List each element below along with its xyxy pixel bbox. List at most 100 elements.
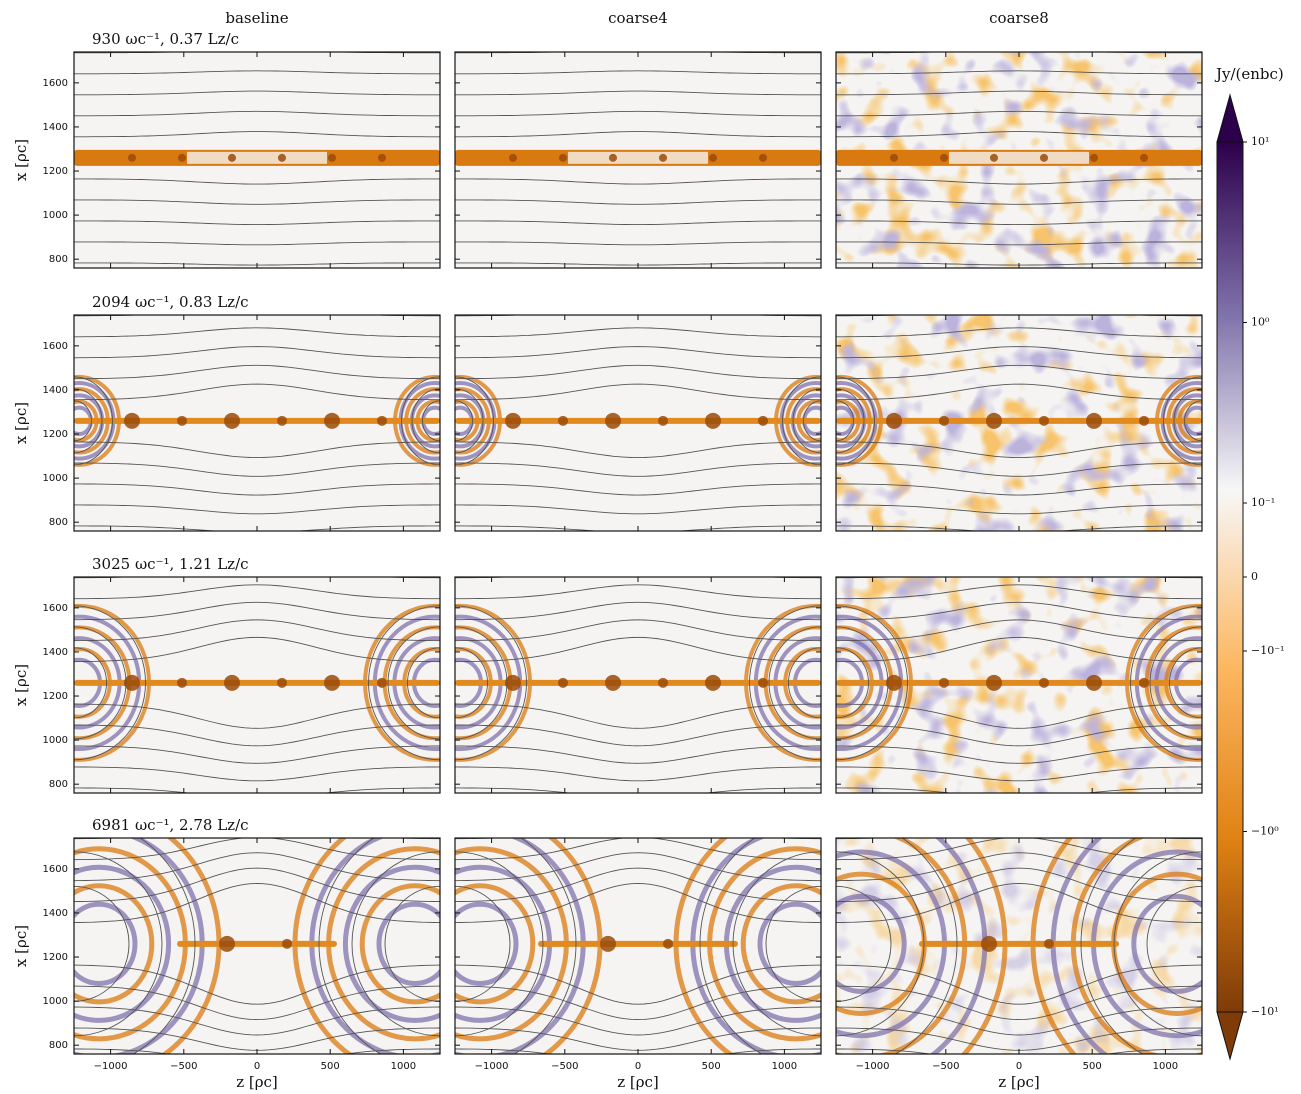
y-tick-label: 1200 bbox=[43, 166, 68, 177]
plasmoid bbox=[759, 154, 767, 162]
row-title: 6981 ωc⁻¹, 2.78 Lz/c bbox=[92, 816, 249, 834]
x-tick-label: −500 bbox=[170, 1061, 197, 1072]
plasmoid bbox=[177, 678, 187, 688]
plasmoid bbox=[709, 154, 717, 162]
panel bbox=[417, 309, 860, 532]
current-sheet bbox=[177, 941, 337, 947]
plasmoid bbox=[758, 416, 768, 426]
x-tick-label: 500 bbox=[1083, 1061, 1102, 1072]
y-tick-label: 1600 bbox=[43, 341, 68, 352]
plasmoid bbox=[659, 154, 667, 162]
sheet-gap bbox=[949, 152, 1089, 164]
plasmoid bbox=[605, 675, 621, 691]
plasmoid bbox=[378, 154, 386, 162]
y-axis-label: x [ρc] bbox=[12, 664, 30, 706]
plasmoid bbox=[1140, 154, 1148, 162]
y-tick-label: 1600 bbox=[43, 603, 68, 614]
y-tick-label: 1000 bbox=[43, 210, 68, 221]
current-sheet bbox=[919, 941, 1119, 947]
plasmoid bbox=[1086, 675, 1102, 691]
x-tick-label: 1000 bbox=[772, 1061, 797, 1072]
column-title: baseline bbox=[225, 9, 288, 27]
plasmoid bbox=[939, 416, 949, 426]
sheet-gap bbox=[187, 152, 327, 164]
plasmoid bbox=[377, 416, 387, 426]
plasmoid bbox=[377, 678, 387, 688]
figure: 8001000120014001600930 ωc⁻¹, 0.37 Lz/cx … bbox=[0, 0, 1301, 1094]
y-axis-label: x [ρc] bbox=[12, 925, 30, 967]
colorbar-tick-label: 0 bbox=[1251, 570, 1258, 583]
x-axis-label: z [ρc] bbox=[617, 1073, 659, 1091]
x-axis-label: z [ρc] bbox=[998, 1073, 1040, 1091]
plasmoid bbox=[558, 416, 568, 426]
plasmoid bbox=[228, 154, 236, 162]
plasmoid bbox=[1139, 678, 1149, 688]
plasmoid bbox=[990, 154, 998, 162]
x-tick-label: 1000 bbox=[1153, 1061, 1178, 1072]
plasmoid bbox=[658, 416, 668, 426]
panel bbox=[798, 309, 1241, 532]
panel bbox=[74, 51, 440, 268]
panel bbox=[36, 309, 479, 532]
panel bbox=[765, 567, 1274, 798]
plasmoid bbox=[1044, 939, 1054, 949]
y-tick-label: 800 bbox=[49, 517, 68, 528]
plasmoid bbox=[1139, 416, 1149, 426]
plasmoid bbox=[219, 936, 235, 952]
colorbar-label: Jy/(enbc) bbox=[1214, 65, 1284, 83]
plasmoid bbox=[663, 939, 673, 949]
column-title: coarse8 bbox=[989, 9, 1049, 27]
colorbar-tick-label: −10¹ bbox=[1251, 1005, 1279, 1018]
y-tick-label: 1400 bbox=[43, 122, 68, 133]
y-tick-label: 1000 bbox=[43, 996, 68, 1007]
colorbar bbox=[1217, 142, 1243, 1012]
y-tick-label: 1600 bbox=[43, 864, 68, 875]
panel bbox=[836, 51, 1202, 268]
plasmoid bbox=[178, 154, 186, 162]
panel bbox=[3, 567, 512, 798]
plasmoid bbox=[758, 678, 768, 688]
plasmoid bbox=[177, 416, 187, 426]
row-title: 3025 ωc⁻¹, 1.21 Lz/c bbox=[92, 555, 249, 573]
y-tick-label: 800 bbox=[49, 779, 68, 790]
row-title: 2094 ωc⁻¹, 0.83 Lz/c bbox=[92, 293, 249, 311]
plasmoid bbox=[278, 154, 286, 162]
y-tick-label: 1200 bbox=[43, 691, 68, 702]
plasmoid bbox=[939, 678, 949, 688]
field-line bbox=[836, 822, 1202, 839]
colorbar-tick-label: −10⁻¹ bbox=[1251, 644, 1284, 657]
colorbar-tick-label: −10⁰ bbox=[1251, 825, 1279, 838]
plasmoid bbox=[600, 936, 616, 952]
plasmoid bbox=[705, 413, 721, 429]
plasmoid bbox=[558, 678, 568, 688]
panel bbox=[455, 51, 821, 268]
x-tick-label: 0 bbox=[635, 1061, 641, 1072]
plasmoid bbox=[981, 936, 997, 952]
y-tick-label: 1000 bbox=[43, 473, 68, 484]
x-tick-label: 1000 bbox=[391, 1061, 416, 1072]
y-tick-label: 1200 bbox=[43, 952, 68, 963]
plasmoid bbox=[1039, 678, 1049, 688]
plasmoid bbox=[559, 154, 567, 162]
plasmoid bbox=[986, 675, 1002, 691]
field-line bbox=[836, 567, 1202, 578]
y-tick-label: 1400 bbox=[43, 908, 68, 919]
plasmoid bbox=[282, 939, 292, 949]
x-tick-label: −500 bbox=[932, 1061, 959, 1072]
colorbar-extend-bottom bbox=[1217, 1012, 1243, 1059]
x-tick-label: 500 bbox=[321, 1061, 340, 1072]
plasmoid bbox=[324, 413, 340, 429]
plasmoid bbox=[509, 154, 517, 162]
x-tick-label: −500 bbox=[551, 1061, 578, 1072]
y-axis-label: x [ρc] bbox=[12, 402, 30, 444]
y-tick-label: 1400 bbox=[43, 385, 68, 396]
x-tick-label: 500 bbox=[702, 1061, 721, 1072]
plasmoid bbox=[1039, 416, 1049, 426]
plasmoid bbox=[940, 154, 948, 162]
plasmoid bbox=[224, 675, 240, 691]
y-tick-label: 1200 bbox=[43, 429, 68, 440]
colorbar-tick-label: 10¹ bbox=[1251, 135, 1269, 148]
plasmoid bbox=[609, 154, 617, 162]
field-line bbox=[455, 822, 821, 839]
plasmoid bbox=[1040, 154, 1048, 162]
